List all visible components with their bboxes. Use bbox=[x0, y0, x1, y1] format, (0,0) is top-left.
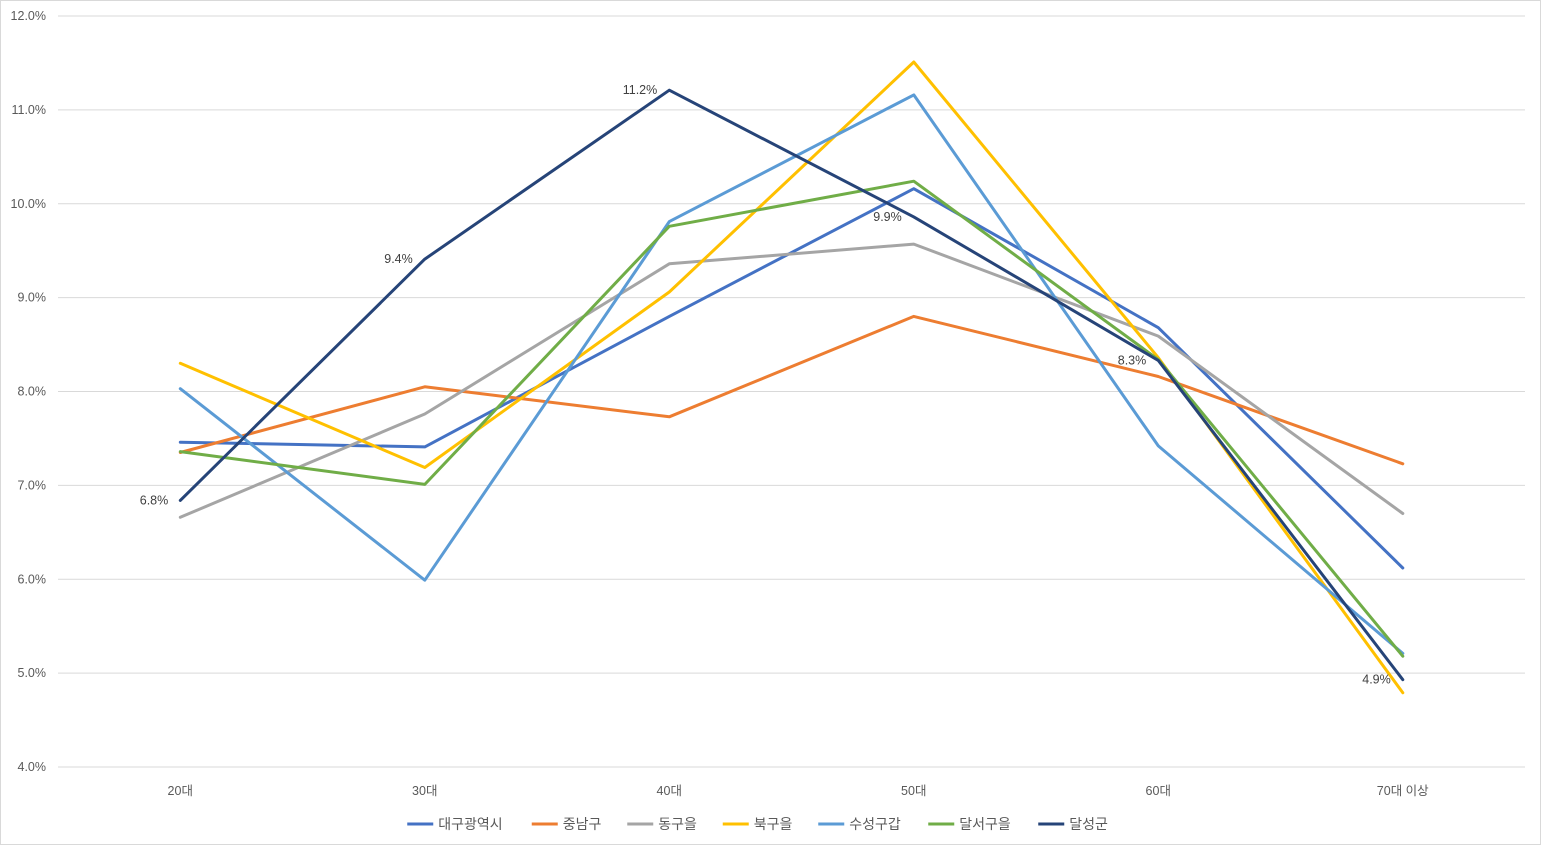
x-tick-label: 30대 bbox=[412, 784, 437, 798]
series-line-5 bbox=[178, 93, 1405, 655]
series-line-2 bbox=[178, 314, 1405, 466]
series-line-7 bbox=[178, 88, 1405, 682]
legend-item: 달서구을 bbox=[928, 817, 1011, 833]
data-label: 6.8% bbox=[140, 493, 169, 507]
series-lines bbox=[178, 60, 1405, 695]
legend-item: 동구을 bbox=[627, 817, 697, 833]
data-label: 8.3% bbox=[1118, 354, 1147, 368]
legend-item: 수성구갑 bbox=[818, 817, 901, 833]
data-label: 9.4% bbox=[384, 252, 413, 266]
legend-item: 대구광역시 bbox=[407, 817, 503, 833]
legend-label: 대구광역시 bbox=[438, 817, 502, 833]
x-tick-label: 60대 bbox=[1146, 784, 1171, 798]
y-tick-label: 12.0% bbox=[11, 9, 46, 23]
legend-label: 수성구갑 bbox=[849, 817, 901, 833]
y-tick-label: 10.0% bbox=[11, 197, 46, 211]
y-axis-tick-labels: 4.0% 5.0% 6.0% 7.0% 8.0% 9.0% 10.0% 11.0% 12.0% bbox=[11, 9, 46, 774]
y-tick-label: 9.0% bbox=[18, 291, 47, 305]
y-tick-label: 7.0% bbox=[18, 478, 47, 492]
y-tick-label: 5.0% bbox=[18, 666, 47, 680]
legend-label: 달서구을 bbox=[959, 817, 1011, 833]
y-tick-label: 6.0% bbox=[18, 572, 47, 586]
x-axis-tick-labels: 20대 30대 40대 50대 60대 70대 이상 bbox=[168, 784, 1430, 798]
data-label: 11.2% bbox=[623, 83, 658, 97]
legend-label: 북구을 bbox=[754, 817, 793, 833]
legend-item: 북구을 bbox=[722, 817, 793, 833]
data-label: 4.9% bbox=[1362, 673, 1391, 687]
x-tick-label: 70대 이상 bbox=[1377, 784, 1429, 798]
legend-label: 동구을 bbox=[658, 817, 697, 833]
x-tick-label: 40대 bbox=[657, 784, 682, 798]
gridlines bbox=[58, 15, 1525, 768]
y-tick-label: 8.0% bbox=[18, 385, 47, 399]
legend-label: 달성군 bbox=[1069, 817, 1108, 833]
legend-item: 달성군 bbox=[1038, 817, 1108, 833]
series-line-6 bbox=[178, 179, 1405, 658]
x-tick-label: 20대 bbox=[168, 784, 193, 798]
legend-label: 중남구 bbox=[563, 817, 602, 833]
series-line-3 bbox=[178, 242, 1405, 519]
data-labels: 6.8% 9.4% 11.2% 9.9% 8.3% 4.9% bbox=[140, 83, 1391, 687]
series-line-1 bbox=[178, 187, 1405, 570]
x-tick-label: 50대 bbox=[901, 784, 926, 798]
y-tick-label: 4.0% bbox=[18, 760, 47, 774]
y-tick-label: 11.0% bbox=[11, 103, 46, 117]
data-label: 9.9% bbox=[873, 210, 902, 224]
legend-item: 중남구 bbox=[531, 817, 602, 833]
legend: 대구광역시 중남구 동구을 북구을 수성구갑 달서구을 달성군 bbox=[407, 817, 1108, 833]
